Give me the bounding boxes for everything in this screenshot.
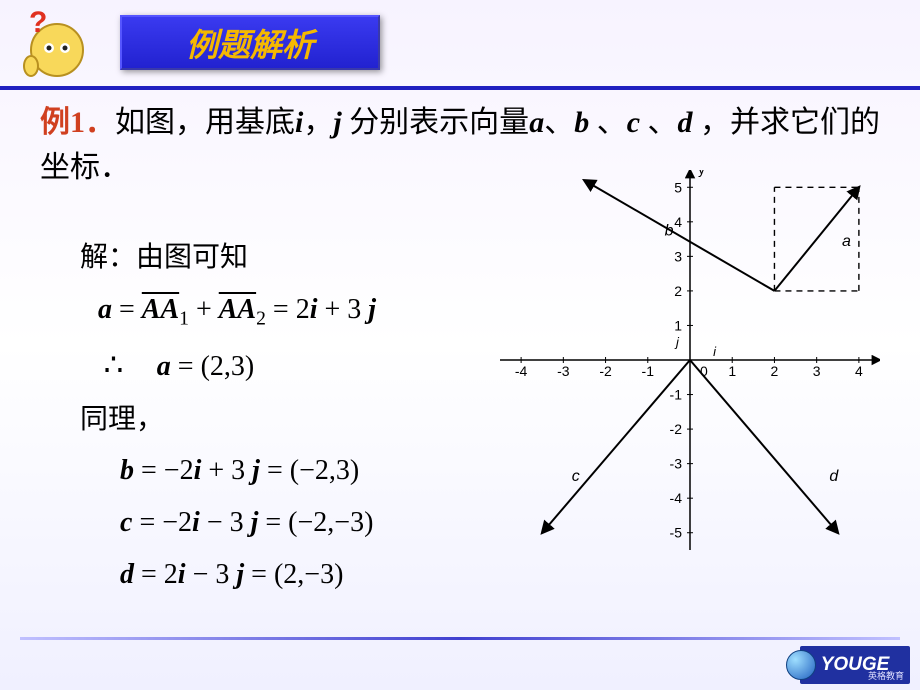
svg-text:2: 2 [771, 363, 779, 379]
svg-text:i: i [713, 344, 717, 359]
vector-chart: -4-3-2-11234-5-4-3-2-1123450xyijabcd [500, 170, 880, 550]
svg-text:2: 2 [674, 283, 682, 299]
brand-logo: YOUGE 英格教育 [800, 646, 910, 684]
mascot-icon: ? [15, 8, 95, 78]
sep4: 、 [640, 106, 678, 139]
example-label: 例1． [40, 106, 115, 139]
svg-text:-3: -3 [670, 456, 683, 472]
therefore-symbol: ∴ [98, 339, 129, 391]
title-banner: 例题解析 [120, 15, 380, 70]
svg-text:4: 4 [855, 363, 863, 379]
svg-text:a: a [842, 233, 851, 250]
sep3: 、 [589, 106, 627, 139]
svg-text:j: j [674, 335, 680, 350]
vec-b: b [574, 106, 589, 139]
equation-b: b = −2i + 3 j = (−2,3) [120, 447, 376, 495]
solution-block: 解：由图可知 a = AA1 + AA2 = 2i + 3 j ∴ a = (2… [80, 230, 376, 602]
svg-text:-1: -1 [642, 363, 655, 379]
vec-a: a [529, 106, 544, 139]
page-title: 例题解析 [186, 20, 314, 66]
vec-c: c [627, 106, 640, 139]
globe-icon [786, 650, 816, 680]
svg-text:-3: -3 [557, 363, 570, 379]
equation-a-coord: ∴ a = (2,3) [98, 339, 376, 391]
svg-text:1: 1 [728, 363, 736, 379]
eq-a-rest: = 2i + 3 j [273, 294, 376, 325]
svg-text:-2: -2 [670, 421, 683, 437]
svg-text:-5: -5 [670, 525, 683, 541]
svg-text:3: 3 [674, 248, 682, 264]
svg-text:4: 4 [674, 214, 682, 230]
svg-text:3: 3 [813, 363, 821, 379]
svg-text:-1: -1 [670, 387, 683, 403]
footer-divider [20, 637, 900, 640]
svg-text:?: ? [29, 8, 47, 39]
svg-text:1: 1 [674, 317, 682, 333]
var-j: j [333, 106, 341, 139]
svg-text:c: c [572, 468, 580, 485]
svg-text:d: d [829, 468, 839, 485]
equation-d: d = 2i − 3 j = (2,−3) [120, 551, 376, 599]
solution-intro: 解：由图可知 [80, 234, 376, 282]
solution-tongli: 同理， [80, 396, 376, 444]
sep1: ， [303, 106, 333, 139]
eq-a-sub2: 2 [256, 308, 266, 329]
svg-text:-4: -4 [515, 363, 528, 379]
eq-a-sub1: 1 [179, 308, 189, 329]
header-area: ? 例题解析 [0, 0, 920, 90]
svg-text:-4: -4 [670, 490, 683, 506]
equation-a-decompose: a = AA1 + AA2 = 2i + 3 j [98, 286, 376, 336]
vec-d: d [678, 106, 693, 139]
logo-sub: 英格教育 [868, 669, 904, 682]
eq-a-aa1: AA [142, 294, 179, 325]
svg-text:y: y [698, 170, 705, 177]
problem-text-1: 如图，用基底 [115, 106, 295, 139]
svg-text:b: b [665, 223, 674, 240]
sep2: 、 [544, 106, 574, 139]
svg-text:-2: -2 [599, 363, 612, 379]
problem-text-2: 分别表示向量 [342, 106, 530, 139]
svg-text:5: 5 [674, 179, 682, 195]
eq-a-aa2: AA [219, 294, 256, 325]
equation-c: c = −2i − 3 j = (−2,−3) [120, 499, 376, 547]
eq-a-lhs: a [98, 294, 112, 325]
